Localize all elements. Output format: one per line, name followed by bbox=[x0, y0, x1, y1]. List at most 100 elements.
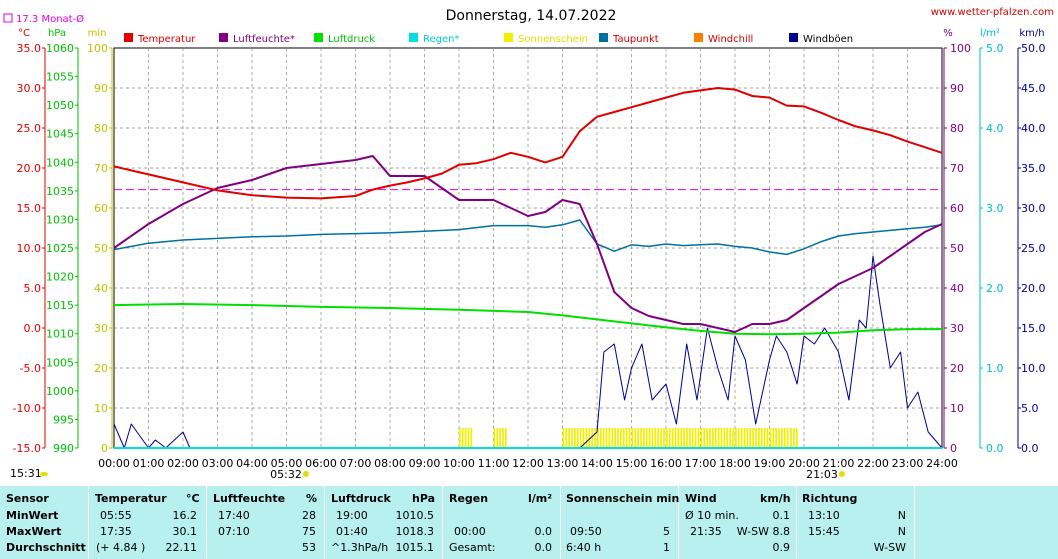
legend-label-luftdruck: Luftdruck bbox=[328, 34, 375, 45]
min-tick-label: 50 bbox=[94, 242, 108, 255]
stats-temp-value: 22.11 bbox=[165, 541, 198, 554]
temp-tick-label: 25.0 bbox=[17, 122, 42, 135]
hpa-tick-label: 1020 bbox=[46, 271, 74, 284]
sunshine-bar bbox=[763, 428, 766, 448]
stats-sun-time: 09:50 bbox=[570, 525, 602, 538]
sunshine-bar bbox=[686, 428, 688, 448]
x-tick-label: 21:00 bbox=[823, 457, 855, 470]
sunshine-bar bbox=[712, 428, 714, 448]
stats-temp-time: 17:35 bbox=[100, 525, 132, 538]
legend-swatch-luftdruck bbox=[314, 33, 323, 42]
stats-header-hum-unit: % bbox=[306, 492, 318, 505]
pct-tick-label: 90 bbox=[950, 82, 964, 95]
min-tick-label: 0 bbox=[101, 442, 108, 455]
kmh-tick-label: 45.0 bbox=[1021, 82, 1046, 95]
stats-press-value: 1018.3 bbox=[395, 525, 435, 538]
unit-rain: l/m² bbox=[980, 28, 1000, 39]
sunshine-bar bbox=[579, 428, 582, 448]
weather-icon bbox=[40, 472, 48, 476]
legend-swatch-luftfeuchte bbox=[219, 33, 228, 42]
legend-label-temperatur: Temperatur bbox=[137, 34, 196, 45]
hpa-tick-label: 1015 bbox=[46, 299, 74, 312]
stats-sun-time: 6:40 h bbox=[566, 541, 602, 554]
legend-label-windboeen: Windböen bbox=[803, 34, 853, 45]
stats-row-label: Durchschnitt bbox=[6, 541, 86, 554]
unit-kmh: km/h bbox=[1019, 28, 1044, 39]
temp-tick-label: 0.0 bbox=[24, 322, 42, 335]
sunrise-icon bbox=[303, 471, 309, 477]
temp-tick-label: 5.0 bbox=[24, 282, 42, 295]
kmh-tick-label: 0.0 bbox=[1021, 442, 1039, 455]
sunshine-bar bbox=[467, 428, 470, 448]
sunshine-bar bbox=[637, 428, 639, 448]
sunshine-bar bbox=[743, 428, 746, 448]
legend: Temperatur Luftfeuchte* Luftdruck Regen*… bbox=[124, 33, 853, 45]
sunshine-bar bbox=[758, 428, 760, 448]
sunshine-bar bbox=[594, 428, 596, 448]
stats-dir-value: N bbox=[897, 525, 906, 538]
rain-tick-label: 0.0 bbox=[986, 442, 1004, 455]
sunshine-bar bbox=[614, 428, 616, 448]
sunshine-bar bbox=[717, 428, 720, 448]
temp-tick-label: 35.0 bbox=[17, 42, 42, 55]
x-tick-label: 15:00 bbox=[616, 457, 648, 470]
x-tick-label: 14:00 bbox=[581, 457, 613, 470]
stats-dir-value: N bbox=[897, 509, 906, 522]
temp-tick-label: 20.0 bbox=[17, 162, 42, 175]
sunshine-bar bbox=[562, 428, 565, 448]
sunshine-bar bbox=[697, 428, 700, 448]
stats-wind-a: 21:35 bbox=[690, 525, 722, 538]
hpa-tick-label: 1030 bbox=[46, 213, 74, 226]
kmh-tick-label: 5.0 bbox=[1021, 402, 1039, 415]
stats-dir-value: W-SW bbox=[873, 541, 906, 554]
min-tick-label: 60 bbox=[94, 202, 108, 215]
sunshine-bar bbox=[737, 428, 740, 448]
sunshine-bar bbox=[657, 428, 660, 448]
sunshine-bar bbox=[694, 428, 697, 448]
stats-press-value: 1015.1 bbox=[395, 541, 435, 554]
sunshine-bar bbox=[755, 428, 757, 448]
pct-tick-label: 80 bbox=[950, 122, 964, 135]
sunshine-bar bbox=[703, 428, 706, 448]
stats-dir-time: 15:45 bbox=[808, 525, 840, 538]
temp-tick-label: 15.0 bbox=[17, 202, 42, 215]
stats-dir-time: 13:10 bbox=[808, 509, 840, 522]
stats-header-luftdruck: Luftdruck bbox=[331, 492, 391, 505]
x-tick-label: 18:00 bbox=[719, 457, 751, 470]
x-tick-label: 20:00 bbox=[788, 457, 820, 470]
sunshine-bar bbox=[582, 428, 585, 448]
hpa-tick-label: 1060 bbox=[46, 42, 74, 55]
x-tick-label: 02:00 bbox=[167, 457, 199, 470]
sunshine-bar bbox=[795, 428, 798, 448]
stats-sun-value: 5 bbox=[663, 525, 670, 538]
x-tick-label: 19:00 bbox=[754, 457, 786, 470]
sunshine-bar bbox=[585, 428, 588, 448]
stats-header-rain-unit: l/m² bbox=[528, 492, 553, 505]
hpa-tick-label: 990 bbox=[53, 442, 74, 455]
sunshine-bar bbox=[505, 428, 507, 448]
min-tick-label: 80 bbox=[94, 122, 108, 135]
sunshine-bar bbox=[772, 428, 775, 448]
pct-tick-label: 10 bbox=[950, 402, 964, 415]
rain-tick-label: 1.0 bbox=[986, 362, 1004, 375]
x-tick-label: 07:00 bbox=[340, 457, 372, 470]
min-tick-label: 90 bbox=[94, 82, 108, 95]
sunshine-bar bbox=[793, 428, 795, 448]
legend-label-luftfeuchte: Luftfeuchte* bbox=[233, 34, 295, 45]
x-tick-label: 05:00 bbox=[271, 457, 303, 470]
site-link[interactable]: www.wetter-pfalzen.com bbox=[931, 7, 1054, 18]
stats-row-label: MinWert bbox=[6, 509, 59, 522]
x-tick-label: 01:00 bbox=[133, 457, 165, 470]
stats-press-value: 1010.5 bbox=[395, 509, 435, 522]
stats-press-time: 01:40 bbox=[336, 525, 368, 538]
sunshine-bar bbox=[608, 428, 611, 448]
sunshine-bar bbox=[735, 428, 737, 448]
series-lines bbox=[113, 87, 943, 449]
sunshine-bar bbox=[620, 428, 622, 448]
stats-press-time: 19:00 bbox=[336, 509, 368, 522]
x-tick-label: 16:00 bbox=[650, 457, 682, 470]
hpa-tick-label: 1050 bbox=[46, 99, 74, 112]
stats-hum-value: 28 bbox=[302, 509, 316, 522]
sunshine-bar bbox=[461, 428, 464, 448]
sunshine-bar bbox=[691, 428, 694, 448]
